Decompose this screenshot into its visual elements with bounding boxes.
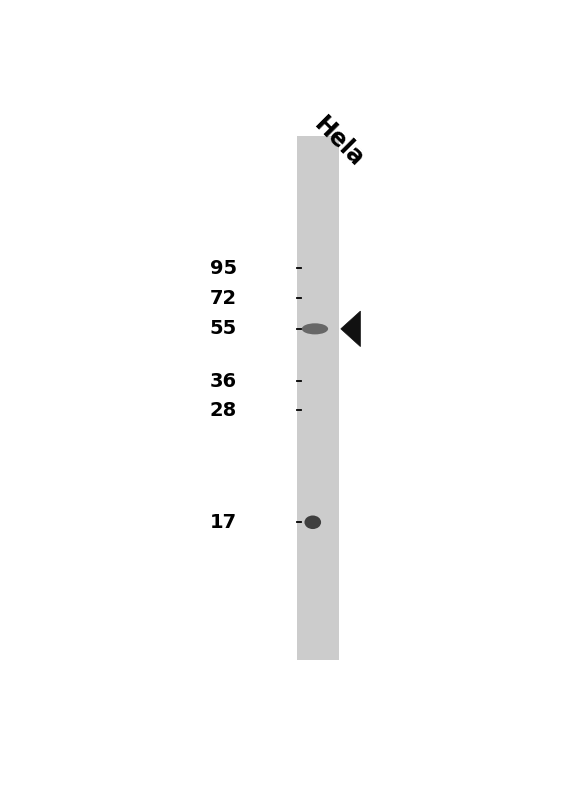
Text: 36: 36 <box>210 372 237 390</box>
Ellipse shape <box>305 515 321 529</box>
Polygon shape <box>341 311 360 346</box>
Text: 55: 55 <box>210 319 237 338</box>
Text: 28: 28 <box>210 401 237 420</box>
Text: 17: 17 <box>210 513 237 532</box>
Text: Hela: Hela <box>309 113 368 172</box>
Ellipse shape <box>302 323 328 334</box>
Bar <box>297 136 339 660</box>
Text: 95: 95 <box>210 259 237 278</box>
Text: 72: 72 <box>210 289 237 307</box>
